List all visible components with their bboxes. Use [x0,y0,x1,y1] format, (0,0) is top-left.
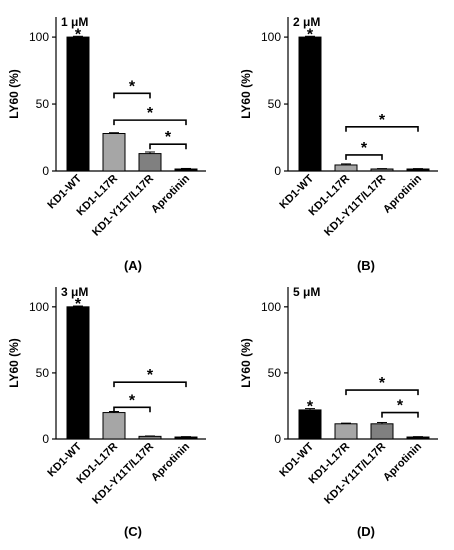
category-label: KD1-Y11T/L17R [322,173,388,239]
panel-label: (D) [357,524,375,539]
bar [174,436,198,440]
category-label: KD1-Y11T/L17R [90,173,156,239]
bar [138,153,162,172]
category-label: KD1-Y11T/L17R [90,441,156,507]
significance-star: * [307,399,314,416]
category-label: Aprotinin [149,440,192,483]
y-axis-label: LY60 (%) [7,69,21,119]
significance-star: * [75,296,82,313]
bracket-star: * [361,140,368,157]
bar [334,423,358,440]
bracket-star: * [397,398,404,415]
y-tick-label: 100 [29,300,49,314]
bar [370,168,394,172]
significance-bracket [113,92,151,99]
y-tick-label: 0 [42,164,49,178]
panel-label: (A) [124,258,142,273]
y-tick-label: 0 [274,432,281,446]
bar [298,36,322,172]
concentration-label: 5 μM [293,285,320,299]
bar [138,435,162,440]
concentration-label: 1 μM [61,15,88,29]
y-axis-label: LY60 (%) [7,338,21,388]
significance-bracket [345,126,419,132]
significance-bracket [381,411,419,418]
y-tick-label: 50 [36,97,50,111]
bracket-star: * [379,112,386,129]
panel-label: (C) [124,524,142,539]
bar [174,168,198,172]
y-tick-label: 100 [261,300,281,314]
category-label: Aprotinin [381,172,424,215]
significance-star: * [307,26,314,43]
y-axis-label: LY60 (%) [239,338,253,388]
significance-bracket [113,119,187,126]
y-tick-label: 0 [274,164,281,178]
significance-bracket [345,154,383,160]
bar [66,306,90,440]
significance-bracket [149,143,187,150]
bracket-star: * [129,78,136,95]
bar [370,423,394,440]
y-tick-label: 50 [268,97,282,111]
y-tick-label: 100 [29,30,49,44]
category-label: Aprotinin [381,440,424,483]
bracket-star: * [379,375,386,392]
bar [406,436,430,440]
y-tick-label: 50 [268,366,282,380]
bar [102,412,126,440]
significance-star: * [75,26,82,43]
bar [334,164,358,172]
bracket-star: * [147,367,154,384]
bracket-star: * [165,129,172,146]
significance-bracket [345,389,419,396]
bar [66,36,90,172]
bar [102,133,126,172]
significance-bracket [113,406,151,413]
bracket-star: * [147,105,154,122]
y-tick-label: 50 [36,366,50,380]
bracket-star: * [129,392,136,409]
category-label: KD1-Y11T/L17R [322,441,388,507]
y-tick-label: 100 [261,30,281,44]
category-label: Aprotinin [149,172,192,215]
concentration-label: 2 μM [293,15,320,29]
y-tick-label: 0 [42,432,49,446]
panel-label: (B) [357,258,375,273]
y-axis-label: LY60 (%) [239,69,253,119]
concentration-label: 3 μM [61,285,88,299]
significance-bracket [113,381,187,388]
bar [406,168,430,172]
